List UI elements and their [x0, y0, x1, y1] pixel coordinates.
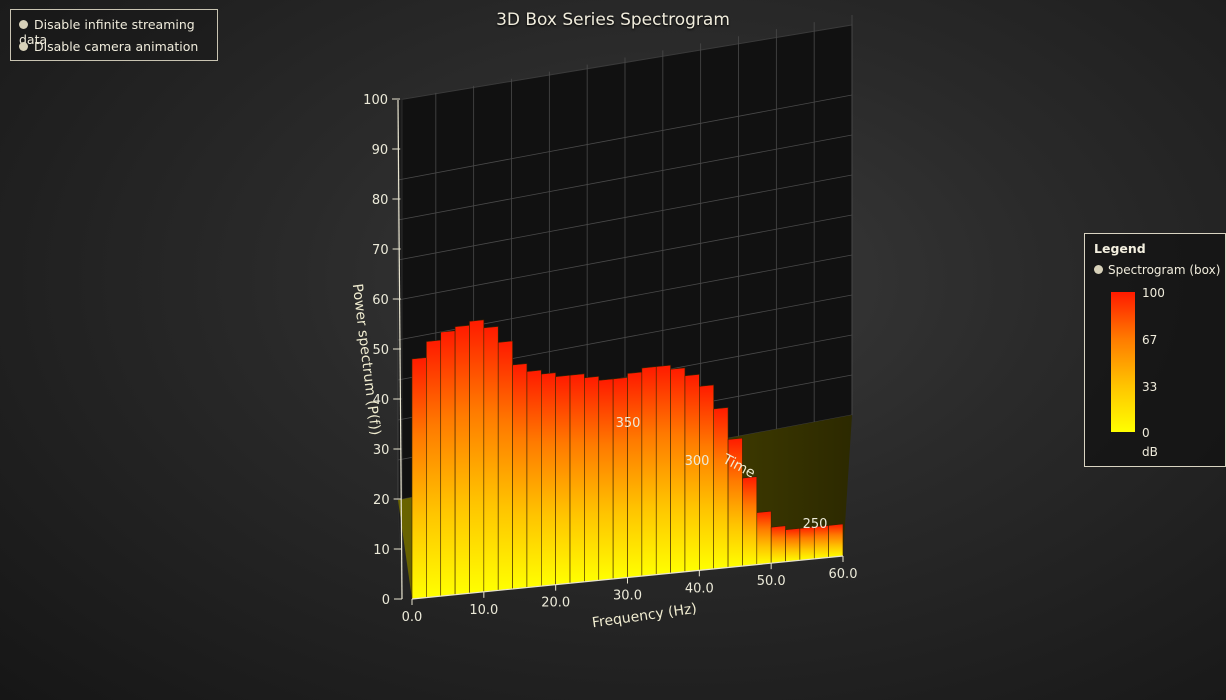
spectrum-box — [742, 476, 758, 567]
spectrum-box — [627, 371, 643, 578]
spectrum-box — [828, 523, 844, 558]
y-tick-label: 70 — [372, 243, 389, 258]
y-tick-label: 50 — [372, 343, 389, 358]
spectrum-box — [440, 330, 456, 597]
spectrum-box — [584, 376, 600, 583]
x-tick-label: 20.0 — [541, 596, 570, 611]
x-tick-label: 40.0 — [685, 581, 714, 596]
legend-entry-spectrogram[interactable]: Spectrogram (box) — [1094, 263, 1220, 277]
x-axis-label: Frequency (Hz) — [591, 601, 698, 632]
spectrum-box — [770, 525, 786, 564]
spectrum-box — [670, 367, 686, 574]
grid-line — [397, 94, 853, 181]
spectrum-box — [598, 378, 614, 581]
spectrum-box — [612, 377, 628, 580]
spectrum-box — [469, 319, 485, 594]
spectrum-box — [512, 363, 528, 590]
y-tick-label: 80 — [372, 193, 389, 208]
grid-line — [397, 214, 853, 301]
spectrum-box — [684, 374, 700, 573]
grid-line — [397, 174, 853, 261]
z-tick-label: 300 — [685, 454, 710, 469]
legend-box: Legend Spectrogram (box) 100 67 33 0 dB — [1084, 233, 1226, 467]
y-tick-label: 60 — [372, 293, 389, 308]
spectrum-box — [454, 324, 470, 596]
y-tick-label: 20 — [373, 493, 390, 508]
y-tick-label: 40 — [373, 393, 390, 408]
y-tick-label: 10 — [373, 543, 390, 558]
y-tick-label: 0 — [382, 593, 390, 608]
colorbar-tick-100: 100 — [1142, 286, 1165, 300]
legend-title: Legend — [1094, 241, 1146, 256]
colorbar-unit: dB — [1142, 445, 1158, 459]
x-tick-label: 50.0 — [757, 574, 786, 589]
spectrogram-boxes — [411, 319, 844, 600]
y-tick-label: 30 — [373, 443, 390, 458]
x-tick-label: 30.0 — [613, 589, 642, 604]
disable-camera-label: Disable camera animation — [34, 39, 199, 54]
color-scale-bar — [1111, 292, 1135, 432]
spectrum-box — [699, 384, 715, 571]
y-tick-label: 100 — [363, 93, 388, 108]
radio-dot-icon[interactable] — [19, 42, 28, 51]
x-tick-label: 0.0 — [402, 610, 423, 625]
colorbar-tick-33: 33 — [1142, 380, 1158, 394]
spectrum-box — [526, 369, 542, 588]
spectrum-box — [569, 373, 585, 584]
colorbar-tick-67: 67 — [1142, 333, 1158, 347]
spectrum-box — [785, 527, 801, 563]
spectrum-box — [426, 339, 442, 598]
spectrum-box — [655, 364, 671, 575]
disable-camera-animation-toggle[interactable]: Disable camera animation — [19, 39, 198, 54]
x-tick-label: 10.0 — [469, 603, 498, 618]
grid-line — [397, 134, 853, 221]
legend-entry-label: Spectrogram (box) — [1108, 263, 1221, 277]
y-tick-label: 90 — [372, 143, 389, 158]
spectrum-box — [641, 366, 657, 577]
spectrum-box — [756, 510, 772, 565]
z-tick-label: 250 — [803, 517, 828, 532]
chart-title: 3D Box Series Spectrogram — [496, 10, 730, 30]
spectrum-box — [713, 407, 729, 570]
colorbar-tick-0: 0 — [1142, 426, 1150, 440]
spectrum-box — [483, 326, 499, 593]
spectrum-box — [540, 372, 556, 587]
series-dot-icon — [1094, 265, 1103, 274]
spectrum-box — [411, 357, 427, 600]
spectrum-box — [497, 340, 513, 591]
x-tick-label: 60.0 — [829, 567, 858, 582]
spectrum-box — [555, 374, 571, 585]
radio-dot-icon[interactable] — [19, 20, 28, 29]
options-panel: Disable infinite streaming data Disable … — [10, 9, 218, 61]
z-tick-label: 350 — [616, 416, 641, 431]
